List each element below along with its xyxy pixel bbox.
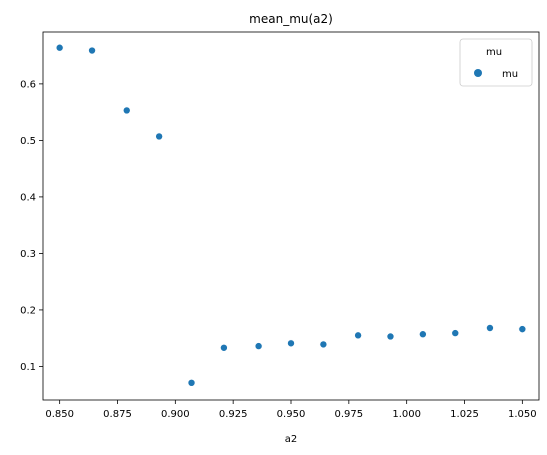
points-layer	[55, 43, 527, 387]
data-point	[354, 331, 362, 340]
y-axis: 0.1 0.2 0.3 0.4 0.5 0.6	[20, 79, 43, 373]
data-point	[122, 106, 131, 115]
data-point	[254, 342, 263, 350]
x-tick-label: 1.025	[450, 409, 479, 420]
data-point	[220, 343, 228, 352]
x-tick-label: 1.050	[508, 409, 537, 420]
y-tick-label: 0.3	[20, 249, 36, 260]
legend-title: mu	[486, 47, 502, 58]
legend: mu mu	[459, 38, 533, 87]
data-point	[518, 325, 527, 333]
data-point	[155, 132, 163, 141]
x-tick-label: 0.900	[161, 409, 190, 420]
x-tick-label: 0.950	[277, 409, 306, 420]
x-tick-label: 0.850	[45, 409, 74, 420]
data-point	[187, 379, 196, 387]
data-point	[319, 340, 328, 349]
data-point	[419, 330, 427, 339]
x-axis: 0.850 0.875 0.900 0.925 0.950 0.975 1.000 1.025…	[45, 400, 537, 420]
x-tick-label: 1.000	[392, 409, 421, 420]
y-tick-label: 0.4	[20, 192, 36, 203]
data-point	[451, 329, 460, 337]
legend-marker	[474, 69, 482, 77]
x-tick-label: 0.975	[335, 409, 364, 420]
x-tick-label: 0.925	[219, 409, 248, 420]
data-point	[386, 332, 395, 341]
x-tick-label: 0.875	[103, 409, 132, 420]
x-axis-label: a2	[285, 434, 298, 445]
y-tick-label: 0.5	[20, 136, 36, 147]
data-point	[88, 46, 96, 55]
legend-entry-mu: mu	[502, 69, 518, 80]
y-tick-label: 0.1	[20, 362, 36, 373]
data-point	[55, 43, 64, 52]
data-point	[287, 339, 295, 348]
y-tick-label: 0.6	[20, 79, 36, 90]
y-tick-label: 0.2	[20, 305, 36, 316]
data-point	[486, 324, 494, 332]
chart-title: mean_mu(a2)	[249, 12, 333, 26]
